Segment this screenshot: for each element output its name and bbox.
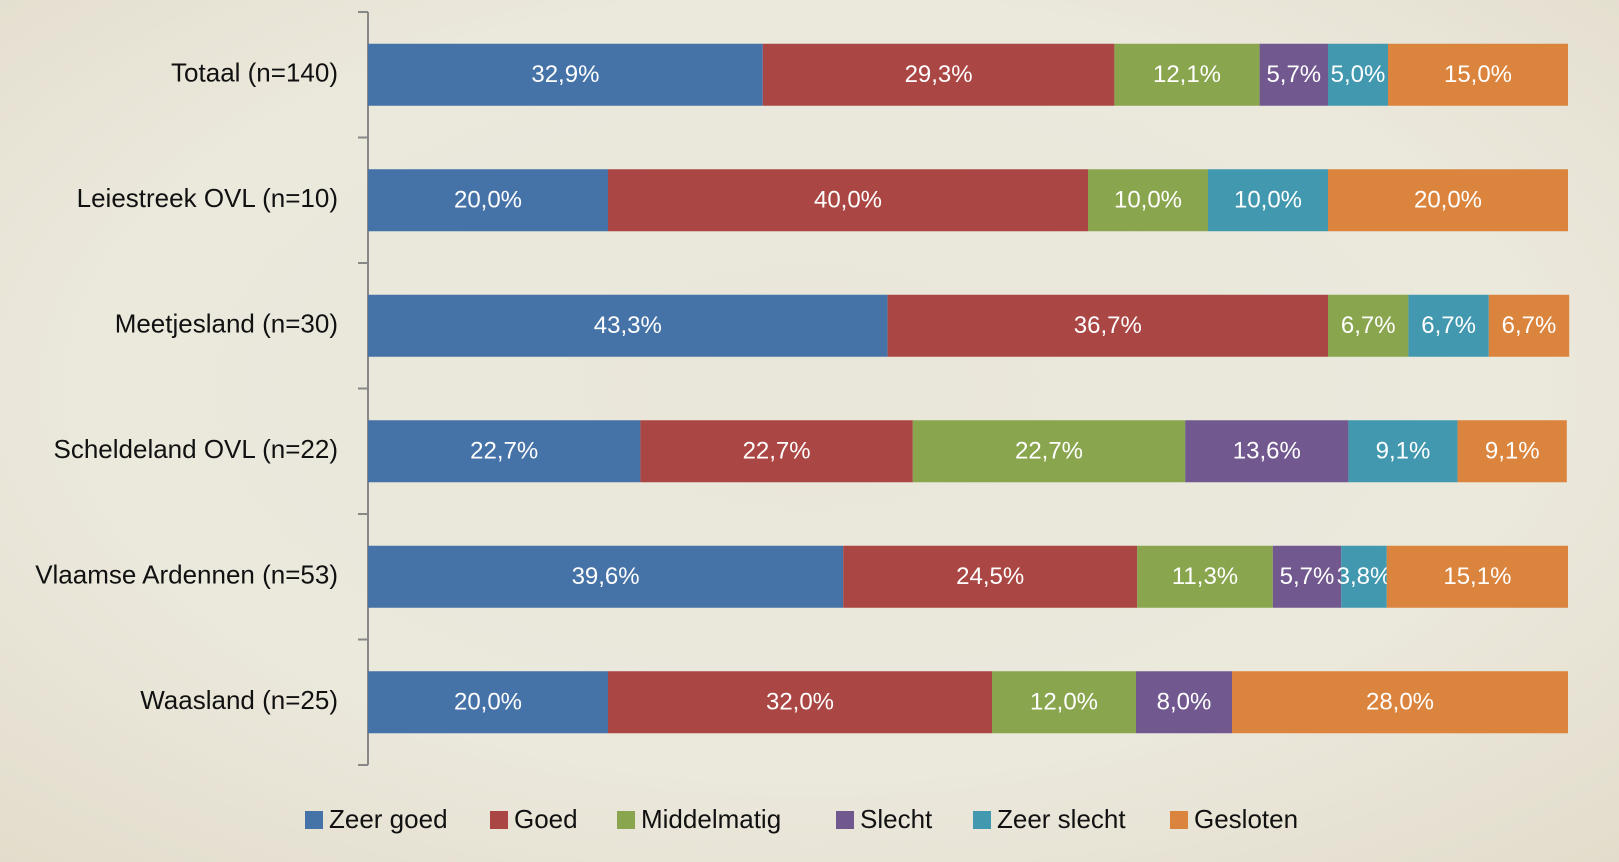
data-label: 24,5% <box>956 563 1024 590</box>
data-label: 20,0% <box>1414 187 1482 214</box>
data-label: 22,7% <box>1015 438 1083 465</box>
data-label: 8,0% <box>1157 689 1212 716</box>
category-label: Waasland (n=25) <box>140 685 338 715</box>
legend-label: Slecht <box>860 804 933 834</box>
data-label: 20,0% <box>454 187 522 214</box>
data-label: 32,0% <box>766 689 834 716</box>
category-label: Meetjesland (n=30) <box>115 309 338 339</box>
legend-swatch <box>490 811 508 829</box>
legend-swatch <box>1170 811 1188 829</box>
data-label: 12,0% <box>1030 689 1098 716</box>
data-label: 6,7% <box>1341 312 1396 339</box>
chart: Totaal (n=140) 32,9% 29,3% 12,1% 5,7% 5,0% 15,… <box>0 0 1619 862</box>
data-label: 11,3% <box>1172 563 1238 590</box>
data-label: 43,3% <box>594 312 662 339</box>
data-label: 6,7% <box>1421 312 1476 339</box>
data-label: 22,7% <box>743 438 811 465</box>
legend-label: Zeer goed <box>329 804 448 834</box>
data-label: 15,0% <box>1444 61 1512 88</box>
legend-swatch <box>973 811 991 829</box>
data-label: 39,6% <box>572 563 640 590</box>
legend-swatch <box>836 811 854 829</box>
category-label: Vlaamse Ardennen (n=53) <box>35 560 338 590</box>
legend-label: Middelmatig <box>641 804 781 834</box>
data-label: 10,0% <box>1114 187 1182 214</box>
data-label: 32,9% <box>531 61 599 88</box>
data-label: 20,0% <box>454 689 522 716</box>
data-label: 9,1% <box>1376 438 1431 465</box>
data-label: 29,3% <box>905 61 973 88</box>
data-label: 5,7% <box>1266 61 1321 88</box>
category-label: Scheldeland OVL (n=22) <box>53 434 338 464</box>
data-label: 36,7% <box>1074 312 1142 339</box>
data-label: 22,7% <box>470 438 538 465</box>
page: {"chart_data": {"type": "stacked-bar-hor… <box>0 0 1619 862</box>
data-label: 15,1% <box>1443 563 1511 590</box>
legend-label: Gesloten <box>1194 804 1298 834</box>
data-label: 3,8% <box>1337 563 1392 590</box>
data-label: 5,7% <box>1280 563 1335 590</box>
data-label: 6,7% <box>1502 312 1557 339</box>
data-label: 12,1% <box>1153 61 1221 88</box>
legend-label: Goed <box>514 804 578 834</box>
data-label: 10,0% <box>1234 187 1302 214</box>
data-label: 9,1% <box>1485 438 1540 465</box>
category-label: Leiestreek OVL (n=10) <box>77 183 338 213</box>
legend-label: Zeer slecht <box>997 804 1126 834</box>
data-label: 5,0% <box>1331 61 1386 88</box>
legend-swatch <box>305 811 323 829</box>
category-label: Totaal (n=140) <box>171 58 338 88</box>
data-label: 40,0% <box>814 187 882 214</box>
data-label: 13,6% <box>1233 438 1301 465</box>
data-label: 28,0% <box>1366 689 1434 716</box>
legend-swatch <box>617 811 635 829</box>
